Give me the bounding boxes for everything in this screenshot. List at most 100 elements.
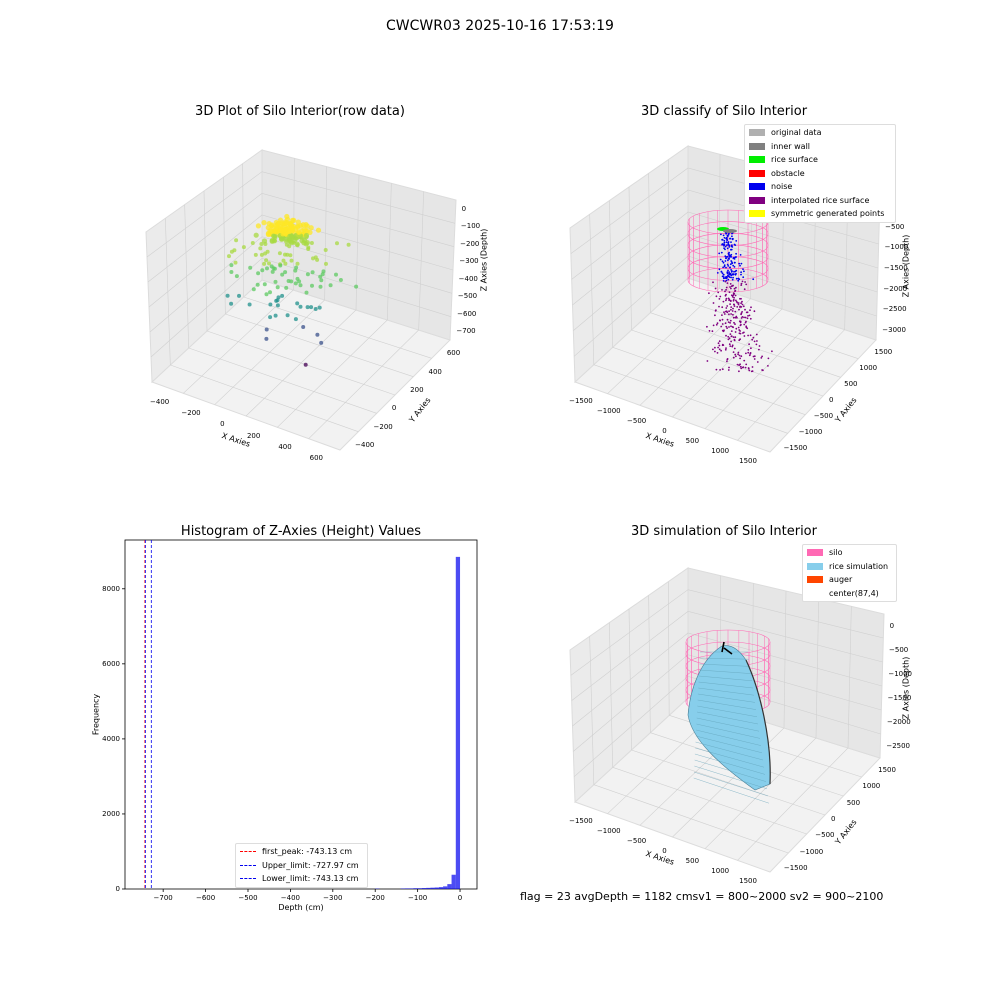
scatter-point (315, 227, 322, 233)
classified-point (724, 245, 727, 248)
classified-point (739, 357, 741, 360)
scatter-point (295, 301, 300, 306)
scatter-point (253, 232, 259, 238)
classified-point (723, 313, 726, 315)
classified-point (739, 365, 742, 368)
histogram-x-tick: −400 (280, 894, 301, 902)
scatter-point (234, 238, 239, 243)
classified-point (739, 332, 742, 335)
panel2-y-tick: −1500 (783, 444, 808, 452)
classified-point (721, 238, 723, 241)
scatter-point (303, 232, 310, 239)
classified-point (721, 344, 724, 347)
panel4-legend: silo rice simulation auger center(87,4) (802, 544, 897, 602)
scatter-point (285, 216, 291, 222)
classified-point (721, 314, 723, 316)
panel1-x-tick: 0 (220, 420, 225, 429)
histogram-bar (438, 887, 444, 889)
histogram-plot (122, 539, 478, 892)
classified-point (708, 330, 711, 332)
classified-point (745, 320, 747, 323)
classified-point (712, 302, 715, 304)
scatter-point (227, 254, 231, 259)
panel4-box (569, 567, 885, 873)
classified-point (725, 257, 727, 260)
scatter-point (262, 261, 267, 266)
panel2-x-tick: −1500 (569, 397, 593, 405)
classified-point (729, 303, 731, 305)
classified-point (721, 368, 724, 371)
classified-point (725, 307, 728, 309)
scatter-point (259, 252, 264, 257)
classified-point (729, 283, 732, 285)
scatter-point (346, 242, 351, 247)
classified-point (737, 303, 740, 306)
scatter-point (293, 317, 298, 322)
panel1-z-tick: −100 (460, 222, 481, 231)
panel1-zlabel: Z Axies (Depth) (479, 228, 489, 292)
panel2-silo-cylinder (687, 209, 769, 293)
classified-point (725, 347, 727, 349)
classified-point (725, 266, 727, 269)
classified-point (735, 240, 738, 242)
classified-point (722, 261, 725, 264)
classified-point (737, 279, 740, 282)
classified-point (723, 239, 726, 242)
scatter-point (277, 217, 284, 223)
legend-swatch (749, 142, 765, 150)
scatter-point (309, 241, 314, 245)
legend-entry: auger (803, 573, 896, 587)
classified-point (730, 248, 733, 251)
classified-point (728, 271, 730, 273)
classified-point (736, 363, 739, 366)
panel1-y-tick: 0 (391, 404, 397, 413)
classified-point (746, 317, 749, 320)
scatter-point (229, 301, 234, 306)
classified-point (739, 305, 741, 308)
classified-point (744, 366, 747, 369)
scatter-point (321, 269, 326, 274)
classified-point (731, 326, 734, 328)
classified-point (723, 241, 726, 244)
classified-point (740, 367, 743, 370)
legend-label: auger (829, 575, 853, 585)
classified-point (737, 326, 740, 329)
scatter-point (247, 302, 252, 307)
legend-swatch (807, 576, 823, 584)
scatter-point (304, 290, 309, 295)
classified-point (717, 346, 719, 349)
legend-entry: obstacle (745, 167, 895, 181)
classified-point (708, 292, 710, 295)
legend-label: rice surface (771, 155, 818, 165)
scatter-point (270, 269, 275, 274)
classified-point (735, 327, 738, 330)
scatter-point (323, 248, 328, 252)
panel4-y-tick: 500 (846, 798, 861, 807)
classified-point (748, 343, 750, 346)
panel2-legend: original data inner wall rice surface obsta… (744, 124, 896, 223)
classified-point (725, 297, 728, 300)
classified-point (721, 329, 724, 332)
legend-entry: noise (745, 180, 895, 194)
scatter-point (301, 240, 307, 246)
panel2-x-tick: 1500 (739, 457, 757, 465)
classified-point (720, 325, 723, 328)
classified-point (733, 339, 736, 342)
panel1-z-tick: −500 (457, 292, 478, 301)
scatter-point (229, 270, 234, 274)
panel1-z-tick: −400 (458, 274, 478, 283)
classified-point (716, 322, 719, 325)
panel2-x-tick: 500 (685, 437, 700, 445)
classified-point (730, 271, 733, 273)
legend-label: noise (771, 182, 793, 192)
scatter-point (273, 222, 280, 228)
histogram-bar (426, 887, 431, 889)
panel4-y-tick: 1500 (878, 766, 896, 775)
scatter-point (335, 241, 339, 246)
classified-point (753, 340, 756, 343)
classified-point (741, 311, 743, 313)
classified-point (723, 311, 725, 314)
classified-point (729, 345, 732, 347)
scatter-point (305, 305, 310, 310)
classified-point (728, 310, 730, 313)
